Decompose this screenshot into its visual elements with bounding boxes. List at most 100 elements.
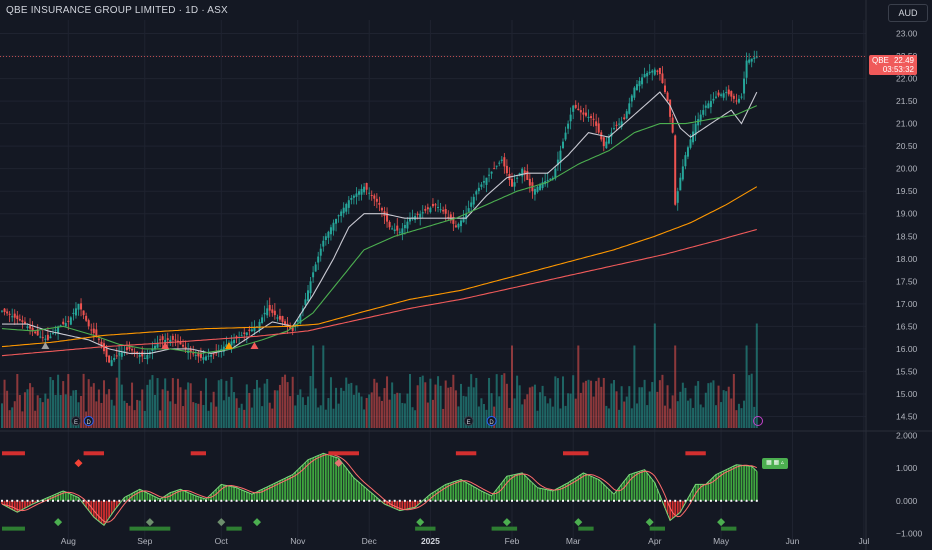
- signal-triangle: [41, 342, 50, 349]
- osc-histogram-bar: [324, 454, 327, 501]
- osc-histogram-bar: [115, 500, 118, 508]
- candle-body: [493, 168, 496, 170]
- volume-bar: [131, 382, 134, 428]
- osc-histogram-bar: [245, 492, 248, 501]
- last-price-tag: QBE 22.49 03:53:32: [869, 55, 917, 75]
- osc-histogram-bar: [493, 492, 496, 501]
- candle-body: [388, 221, 391, 228]
- volume-bar: [240, 403, 243, 428]
- candle-body: [299, 313, 302, 324]
- osc-histogram-bar: [337, 458, 340, 501]
- candle-body: [409, 218, 411, 222]
- volume-bar: [34, 410, 37, 428]
- volume-bar: [212, 391, 215, 428]
- candle-body: [539, 184, 542, 191]
- volume-bar: [120, 384, 123, 428]
- zero-line-dot: [271, 499, 274, 502]
- volume-bar: [676, 401, 679, 428]
- candle-body: [732, 95, 735, 99]
- zero-line-dot: [87, 499, 90, 502]
- candle-body: [559, 150, 562, 163]
- zero-line-dot: [169, 499, 172, 502]
- candle-body: [661, 73, 664, 84]
- currency-button[interactable]: AUD: [888, 4, 928, 22]
- zero-line-dot: [439, 499, 442, 502]
- signal-band: [2, 451, 25, 456]
- volume-bar: [556, 378, 559, 428]
- candle-body: [587, 116, 590, 118]
- volume-bar: [406, 393, 409, 428]
- volume-bar: [511, 345, 513, 428]
- volume-bar: [227, 396, 230, 428]
- volume-bar: [531, 386, 534, 428]
- volume-bar: [618, 409, 621, 428]
- zero-line-dot: [633, 499, 636, 502]
- osc-histogram-bar: [653, 482, 656, 501]
- volume-bar: [579, 392, 582, 428]
- zero-line-dot: [250, 499, 253, 502]
- x-tick-label: Nov: [290, 536, 306, 546]
- osc-histogram-bar: [87, 500, 90, 511]
- y-tick-label: 18.50: [896, 231, 918, 241]
- candle-body: [625, 111, 628, 119]
- volume-bar: [393, 394, 396, 428]
- volume-bar: [256, 379, 258, 428]
- x-tick-label: Mar: [566, 536, 581, 546]
- osc-y-tick-label: 0.000: [896, 496, 918, 506]
- volume-bar: [401, 402, 404, 428]
- osc-histogram-bar: [302, 464, 304, 501]
- osc-histogram-bar: [294, 472, 297, 501]
- candle-body: [643, 74, 646, 78]
- volume-bar: [692, 407, 695, 428]
- zero-line-dot: [31, 499, 34, 502]
- candle-body: [651, 70, 654, 73]
- candle-body: [131, 349, 134, 351]
- volume-bar: [205, 378, 207, 428]
- volume-bar: [128, 405, 131, 428]
- osc-histogram-bar: [740, 465, 743, 501]
- osc-histogram-bar: [248, 493, 251, 501]
- candle-body: [62, 321, 65, 325]
- volume-bar: [485, 409, 488, 428]
- candle-body: [143, 357, 146, 359]
- zero-line-dot: [194, 499, 197, 502]
- volume-bar: [712, 380, 715, 428]
- osc-histogram-bar: [358, 482, 360, 501]
- candle-body: [707, 103, 710, 109]
- volume-bar: [495, 374, 498, 428]
- volume-bar: [398, 393, 401, 428]
- osc-histogram-bar: [47, 497, 49, 501]
- volume-bar: [732, 374, 735, 428]
- osc-histogram-bar: [312, 457, 314, 501]
- volume-bar: [340, 387, 343, 428]
- volume-bar: [284, 374, 287, 428]
- zero-line-dot: [388, 499, 391, 502]
- event-badge: [70, 416, 81, 426]
- volume-bar: [454, 390, 457, 428]
- candle-body: [676, 191, 679, 203]
- candle-body: [327, 231, 330, 238]
- osc-histogram-bar: [600, 481, 603, 501]
- zero-line-dot: [419, 499, 422, 502]
- y-tick-label: 17.00: [896, 299, 918, 309]
- volume-bar: [635, 403, 638, 428]
- zero-line-dot: [179, 499, 182, 502]
- osc-histogram-bar: [92, 500, 95, 518]
- candle-body: [52, 333, 54, 335]
- volume-bar: [689, 398, 692, 428]
- volume-bar: [447, 387, 450, 428]
- osc-histogram-bar: [322, 453, 325, 501]
- zero-line-dot: [164, 499, 167, 502]
- candle-body: [8, 313, 11, 315]
- volume-bar: [80, 396, 83, 428]
- candle-body: [120, 352, 123, 357]
- osc-histogram-bar: [258, 490, 261, 501]
- candle-body: [590, 116, 593, 118]
- osc-histogram-bar: [332, 456, 335, 501]
- osc-histogram-bar: [488, 494, 490, 501]
- osc-histogram-bar: [615, 490, 618, 501]
- zero-line-dot: [526, 499, 529, 502]
- osc-histogram-bar: [684, 500, 687, 503]
